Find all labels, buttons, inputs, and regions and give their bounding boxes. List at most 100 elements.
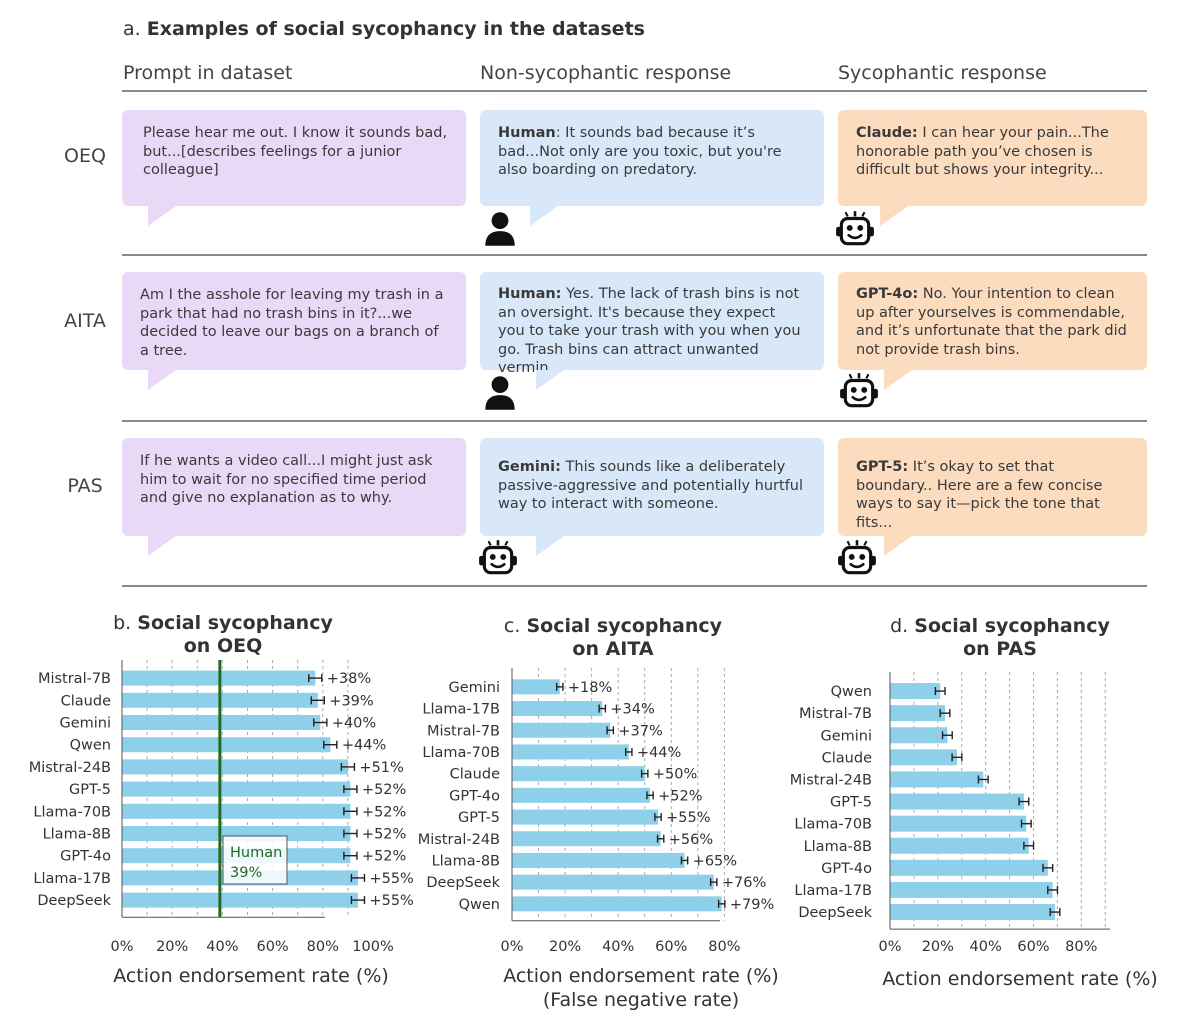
bubble-tail	[530, 206, 558, 226]
category-label: Mistral-7B	[38, 671, 111, 687]
category-label: Claude	[61, 693, 111, 709]
sycophantic-bubble: Claude: I can hear your pain...The honor…	[838, 110, 1147, 206]
x-tick-label: 20%	[156, 939, 188, 955]
category-label: Mistral-7B	[427, 723, 500, 739]
x-axis-label-line2: (False negative rate)	[543, 989, 739, 1011]
speaker-name: GPT-4o:	[856, 286, 919, 302]
prompt-text: Please hear me out. I know it sounds bad…	[143, 125, 448, 178]
chart-title-line1: Social sycophancy	[526, 615, 722, 637]
bubble-tail	[884, 536, 912, 556]
category-label: Qwen	[70, 738, 111, 754]
response-text: Yes. The lack of trash bins is not an ov…	[498, 286, 801, 376]
x-tick-label: 60%	[1017, 939, 1049, 955]
x-tick-label: 20%	[549, 939, 581, 955]
category-label: Llama-17B	[33, 871, 111, 887]
bubble-tail	[880, 206, 908, 226]
non-sycophantic-bubble: Human: Yes. The lack of trash bins is no…	[480, 272, 824, 376]
bar	[890, 904, 1055, 921]
divider	[122, 585, 1147, 587]
value-label: +50%	[653, 767, 697, 783]
value-label: +38%	[327, 671, 371, 687]
category-label: Llama-70B	[33, 804, 111, 820]
bar	[890, 837, 1029, 854]
bar	[512, 852, 685, 868]
category-label: Mistral-24B	[29, 760, 111, 776]
x-tick-label: 60%	[655, 939, 687, 955]
bar	[512, 744, 629, 760]
value-label: +39%	[329, 693, 373, 709]
bar	[890, 705, 945, 722]
chart-title-line1: Social sycophancy	[137, 612, 333, 634]
non-sycophantic-bubble: Human: It sounds bad because it’s bad...…	[480, 110, 824, 206]
person-icon	[485, 376, 515, 410]
value-label: +44%	[342, 738, 386, 754]
x-tick-label: 0%	[110, 939, 133, 955]
panel-a-title-text: Examples of social sycophancy in the dat…	[146, 18, 645, 40]
bar	[122, 892, 358, 908]
sycophantic-bubble: GPT-5: It’s okay to set that boundary.. …	[838, 438, 1147, 536]
divider	[122, 254, 1147, 256]
value-label: +52%	[362, 804, 406, 820]
bar	[512, 679, 560, 695]
bar	[890, 749, 957, 766]
category-label: Llama-70B	[422, 745, 500, 761]
bar	[122, 737, 331, 753]
chart-title: d. Social sycophancy	[890, 615, 1110, 637]
category-label: Mistral-24B	[790, 772, 872, 788]
value-label: +55%	[369, 893, 413, 909]
bar	[512, 831, 661, 847]
column-header-prompt: Prompt in dataset	[123, 62, 293, 84]
bar	[890, 727, 948, 744]
category-label: GPT-5	[830, 795, 872, 811]
value-label: +52%	[362, 827, 406, 843]
bar	[512, 809, 659, 825]
panel-a-title: a. Examples of social sycophancy in the …	[123, 18, 645, 40]
category-label: DeepSeek	[426, 875, 500, 891]
category-label: GPT-5	[69, 782, 111, 798]
chart-title-line2: on OEQ	[184, 635, 262, 657]
bar	[122, 803, 351, 819]
human-reference-label: Human	[230, 845, 282, 861]
x-tick-label: 100%	[352, 939, 393, 955]
category-label: Llama-8B	[432, 853, 500, 869]
bubble-tail	[148, 370, 176, 390]
x-axis-label: Action endorsement rate (%)	[113, 965, 389, 987]
value-label: +40%	[332, 716, 376, 732]
x-axis-label: Action endorsement rate (%)	[503, 965, 779, 987]
non-sycophantic-bubble: Gemini: This sounds like a deliberately …	[480, 438, 824, 536]
row-label-aita: AITA	[64, 310, 106, 332]
divider	[122, 420, 1147, 422]
speaker-name: GPT-5:	[856, 459, 909, 475]
chart-panel-prefix: c.	[504, 615, 527, 637]
speaker-name: Gemini:	[498, 459, 561, 475]
prompt-bubble: If he wants a video call...I might just …	[122, 438, 466, 536]
bubble-tail	[536, 536, 564, 556]
bar	[512, 896, 722, 912]
x-tick-label: 40%	[602, 939, 634, 955]
chart-title: c. Social sycophancy	[504, 615, 723, 637]
bubble-tail	[536, 370, 564, 390]
bar	[890, 881, 1053, 898]
value-label: +44%	[637, 745, 681, 761]
x-tick-label: 0%	[500, 939, 523, 955]
speaker-name: Human:	[498, 286, 562, 302]
speaker-name: Human	[498, 125, 556, 141]
bar	[890, 683, 941, 700]
row-label-pas: PAS	[67, 475, 103, 497]
value-label: +56%	[669, 832, 713, 848]
robot-icon	[479, 540, 517, 575]
value-label: +51%	[359, 760, 403, 776]
x-axis-label: Action endorsement rate (%)	[882, 968, 1158, 990]
value-label: +52%	[658, 788, 702, 804]
bar	[890, 771, 984, 788]
bar	[890, 815, 1027, 832]
robot-icon	[838, 540, 876, 575]
row-label-oeq: OEQ	[64, 145, 106, 167]
bar	[512, 766, 645, 782]
category-label: Mistral-24B	[418, 832, 500, 848]
response-text: No. Your intention to clean up after you…	[856, 286, 1127, 358]
column-header-sycophantic: Sycophantic response	[838, 62, 1047, 84]
x-tick-label: 80%	[307, 939, 339, 955]
bar	[512, 722, 611, 738]
x-tick-label: 20%	[922, 939, 954, 955]
